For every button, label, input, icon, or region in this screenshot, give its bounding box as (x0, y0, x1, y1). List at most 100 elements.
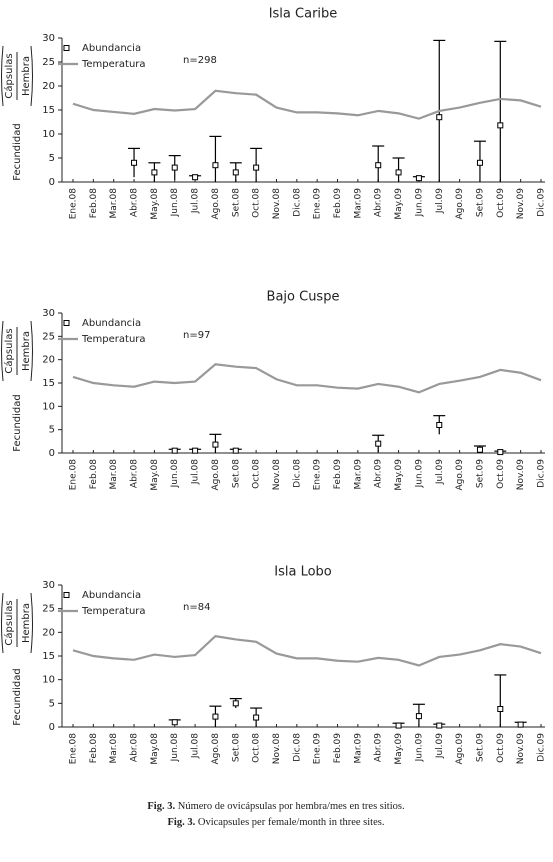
abundance-marker (497, 706, 504, 713)
x-tick-label: Dic.08 (292, 188, 302, 217)
abundance-marker (476, 159, 483, 166)
x-tick-label: Jun.08 (170, 459, 180, 489)
x-tick-label: Jun.09 (414, 459, 424, 489)
y-label-denominator: Hembra (21, 331, 32, 371)
x-tick-label: Set.08 (231, 459, 241, 488)
x-tick-label: Nov.08 (272, 733, 282, 764)
y-label: Fecundidad (12, 668, 23, 725)
abundance-marker (497, 122, 504, 129)
chart-title: Isla Lobo (274, 565, 332, 580)
x-tick-label: Jul.08 (191, 733, 201, 759)
x-tick-label: Jul.09 (435, 733, 445, 759)
y-tick-label: 15 (42, 651, 55, 662)
x-tick-label: Dic.08 (292, 459, 302, 488)
x-tick-label: Jul.09 (435, 459, 445, 485)
y-tick-label: 0 (49, 722, 55, 733)
legend-marker (63, 592, 70, 598)
abundance-marker (395, 169, 402, 176)
x-tick-label: Jul.08 (191, 459, 201, 485)
chart-title: Isla Caribe (269, 7, 338, 22)
x-tick-label: Oct.09 (496, 733, 506, 763)
x-tick-label: Set.09 (475, 733, 485, 762)
x-tick-label: Dic.08 (292, 733, 302, 762)
x-tick-label: Nov.08 (272, 188, 282, 219)
x-tick-label: Set.08 (231, 188, 241, 217)
abundance-marker (476, 446, 483, 453)
abundance-marker (497, 449, 504, 456)
y-tick-label: 20 (42, 81, 55, 92)
x-tick-label: Feb.08 (89, 733, 99, 764)
abundance-marker (375, 440, 382, 447)
abundance-marker (151, 169, 158, 176)
x-tick-label: Mar.08 (109, 459, 119, 490)
abundance-marker (395, 722, 402, 729)
y-tick-label: 15 (42, 105, 55, 116)
y-tick-label: 5 (49, 698, 55, 709)
x-tick-label: Mar.08 (109, 733, 119, 764)
caption-text: Ovicapsules per female/month in three si… (198, 817, 385, 828)
x-tick-label: May.09 (394, 188, 404, 220)
x-tick-label: Set.09 (475, 459, 485, 488)
legend-label: Abundancia (82, 318, 141, 329)
abundance-marker (415, 713, 422, 720)
abundance-marker (232, 169, 239, 176)
y-tick-label: 10 (42, 675, 55, 686)
abundance-marker (253, 714, 260, 721)
y-tick-label: 5 (49, 153, 55, 164)
x-tick-label: May.08 (150, 733, 160, 765)
abundance-marker (212, 441, 219, 448)
bracket (1, 45, 33, 107)
abundance-marker (192, 174, 199, 181)
abundance-marker (171, 164, 178, 171)
abundance-marker (436, 114, 443, 121)
abundance-marker (253, 164, 260, 171)
x-tick-label: Ene.08 (69, 733, 79, 765)
abundance-marker (171, 447, 178, 454)
x-tick-label: Ene.09 (313, 733, 323, 765)
legend-label: Abundancia (82, 43, 141, 54)
x-tick-label: Ago.09 (455, 459, 465, 491)
y-label-numerator: Cápsulas (3, 328, 15, 373)
x-tick-label: Ago.08 (211, 459, 221, 491)
x-tick-label: Ago.09 (455, 733, 465, 765)
x-tick-label: May.09 (394, 459, 404, 491)
x-tick-label: Abr.09 (374, 733, 384, 762)
legend-label: Temperatura (81, 59, 146, 70)
x-tick-label: Mar.08 (109, 188, 119, 219)
chart-title: Bajo Cuspe (267, 290, 340, 305)
x-tick-label: Feb.09 (333, 188, 343, 219)
fig-label: Fig. 3. (147, 801, 175, 812)
y-tick-label: 30 (42, 308, 55, 319)
x-tick-label: Jul.09 (435, 188, 445, 214)
fig-label: Fig. 3. (168, 817, 196, 828)
abundance-marker (232, 700, 239, 707)
legend-marker (63, 45, 70, 51)
y-tick-label: 15 (42, 378, 55, 389)
x-tick-label: Feb.09 (333, 459, 343, 490)
x-tick-label: Oct.08 (252, 733, 262, 763)
x-tick-label: Set.09 (475, 188, 485, 217)
x-tick-label: Jul.08 (191, 188, 201, 214)
abundance-marker (436, 422, 443, 428)
abundance-marker (415, 175, 422, 182)
x-tick-label: Set.08 (231, 733, 241, 762)
x-tick-label: Ago.09 (455, 188, 465, 220)
x-tick-label: Abr.08 (130, 188, 140, 217)
x-tick-label: Mar.09 (353, 188, 363, 219)
bracket (1, 592, 33, 654)
y-label-numerator: Cápsulas (3, 600, 15, 645)
y-label: Fecundidad (12, 123, 23, 180)
abundance-marker (232, 447, 239, 454)
x-tick-label: Ago.08 (211, 733, 221, 765)
x-tick-label: Nov.09 (516, 459, 526, 490)
caption-en: Fig. 3. Ovicapsules per female/month in … (168, 817, 385, 828)
x-tick-label: Jun.09 (414, 733, 424, 763)
y-tick-label: 20 (42, 355, 55, 366)
y-label-numerator: Cápsulas (3, 53, 15, 98)
y-tick-label: 30 (42, 33, 55, 44)
y-tick-label: 5 (49, 425, 55, 436)
caption-text: Número de ovicápsulas por hembra/mes en … (178, 801, 405, 812)
x-tick-label: Nov.09 (516, 188, 526, 219)
y-tick-label: 25 (42, 604, 55, 615)
